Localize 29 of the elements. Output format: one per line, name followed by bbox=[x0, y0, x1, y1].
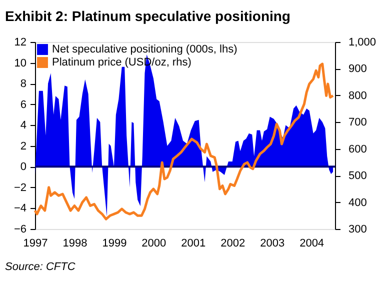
y-tick-label: 10 bbox=[14, 57, 26, 70]
x-tick-label: 2002 bbox=[220, 238, 246, 250]
y-tick-label: 6 bbox=[20, 98, 26, 111]
y2-tick-label: 500 bbox=[348, 170, 367, 182]
y-tick-label: 4 bbox=[20, 120, 26, 132]
y2-tick-label: 700 bbox=[348, 116, 367, 129]
x-tick-label: 1997 bbox=[23, 238, 48, 250]
x-tick-label: 2003 bbox=[260, 238, 285, 250]
y2-tick-label: 300 bbox=[348, 224, 367, 236]
x-tick-label: 2004 bbox=[300, 238, 324, 250]
x-tick-label: 2001 bbox=[181, 238, 206, 250]
y-tick-label: −6 bbox=[14, 224, 26, 236]
y2-tick-label: 900 bbox=[348, 63, 367, 76]
y-tick-label: 0 bbox=[20, 161, 26, 174]
y-tick-label: −4 bbox=[14, 202, 26, 215]
y2-tick-label: 400 bbox=[348, 196, 367, 209]
y-tick-label: 8 bbox=[20, 78, 26, 90]
source-note: Source: CFTC bbox=[5, 261, 76, 273]
y-tick-label: 12 bbox=[14, 36, 26, 48]
y2-tick-label: 800 bbox=[348, 90, 367, 102]
y-tick-label: −2 bbox=[14, 182, 26, 194]
y2-tick-label: 1,000 bbox=[348, 36, 376, 48]
y2-tick-label: 600 bbox=[348, 143, 367, 156]
x-tick-label: 1999 bbox=[102, 238, 127, 250]
x-tick-label: 2000 bbox=[142, 238, 166, 250]
x-tick-label: 1998 bbox=[62, 238, 88, 250]
y-tick-label: 2 bbox=[20, 140, 26, 152]
legend-label: Net speculative positioning (000s, lhs) bbox=[52, 44, 238, 56]
chart-title: Exhibit 2: Platinum speculative positioning bbox=[5, 8, 290, 24]
